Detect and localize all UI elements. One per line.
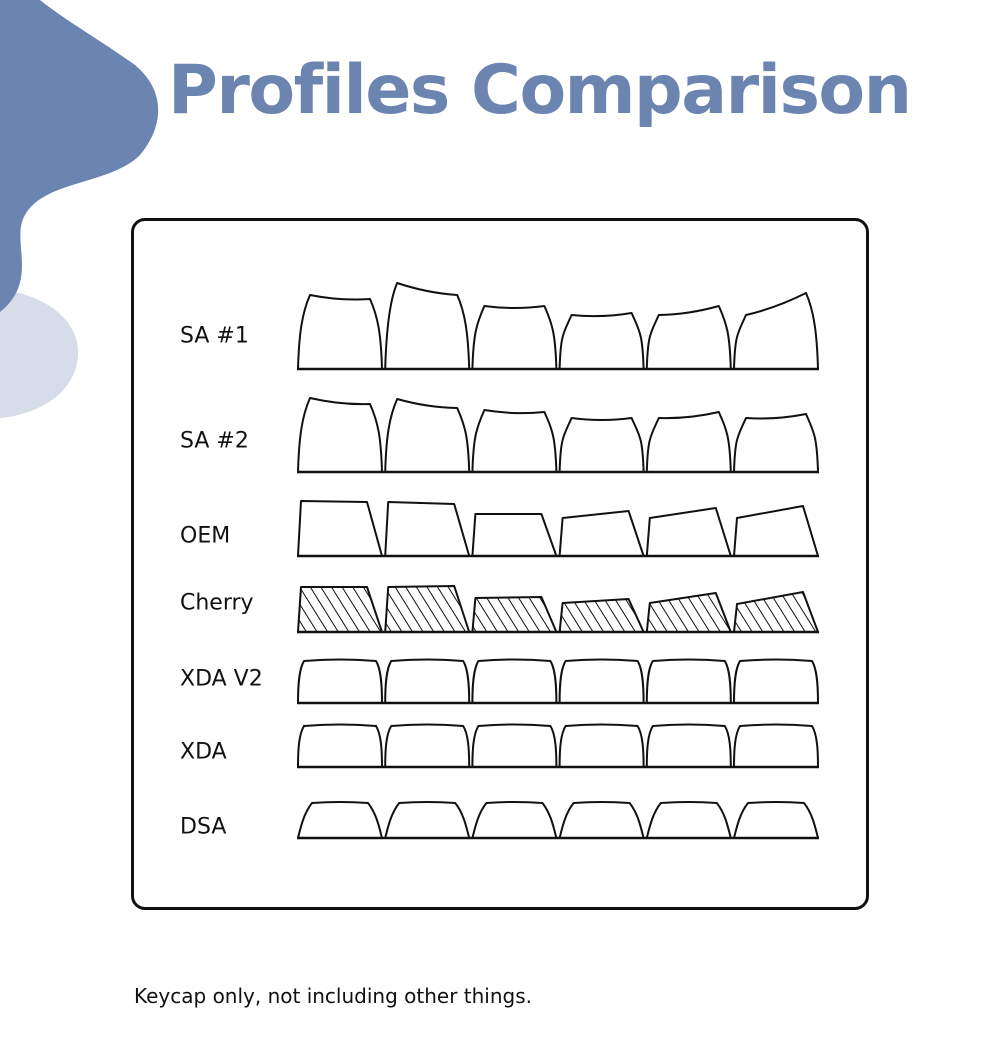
profile-row [297, 500, 819, 558]
keycap-shape [471, 513, 558, 557]
dark-blob [0, 0, 159, 312]
keycap-shape [297, 723, 383, 768]
keycap-shape [558, 312, 645, 370]
page-title: Profiles Comparison [168, 51, 912, 130]
keycap-shape [297, 586, 383, 633]
keycap-shape [733, 505, 819, 557]
profile-row [297, 585, 819, 634]
keycap-shape [471, 596, 558, 633]
keycap-shape [297, 397, 383, 473]
keycap-shape [558, 723, 645, 768]
keycap-shape [384, 723, 471, 768]
keycap-shape [558, 417, 645, 473]
keycap-shape [384, 501, 471, 557]
profile-row [297, 801, 819, 840]
keycap-shape [645, 658, 732, 704]
keycap-shape [558, 598, 645, 633]
profile-row [297, 658, 819, 705]
keycap-shape [645, 507, 732, 557]
profile-label: DSA [180, 814, 227, 840]
keycap-shape [384, 282, 471, 370]
profile-label: OEM [180, 523, 231, 549]
keycap-shape [733, 413, 819, 473]
keycap-shape [645, 592, 732, 633]
keycap-shape [471, 723, 558, 768]
profile-row [297, 397, 819, 474]
keycap-shape [733, 292, 819, 370]
keycap-shape [384, 585, 471, 633]
profile-row [297, 282, 819, 371]
keycap-shape [558, 510, 645, 557]
keycap-shape [471, 658, 558, 704]
keys-layer [297, 282, 819, 840]
keycap-shape [384, 398, 471, 473]
profile-label: SA #2 [180, 428, 249, 454]
keycap-shape [471, 409, 558, 473]
keycap-shape [384, 801, 471, 839]
keycap-shape [558, 801, 645, 839]
keycap-shape [384, 658, 471, 704]
footnote: Keycap only, not including other things. [134, 984, 532, 1008]
keycap-shape [297, 801, 383, 839]
keycap-shape [297, 500, 383, 557]
keycap-shape [645, 723, 732, 768]
keycap-shape [471, 801, 558, 839]
keycap-shape [558, 658, 645, 704]
keycap-shape [733, 723, 819, 768]
profiles-diagram-frame: SA #1 SA #2 OEM Cherry XDA V2 XDA DSA [131, 218, 869, 910]
keycap-shape [645, 305, 732, 370]
profiles-diagram [297, 282, 819, 840]
keycap-shape [645, 411, 732, 473]
keycap-shape [297, 658, 383, 704]
profile-label: XDA V2 [180, 666, 263, 692]
keycap-shape [733, 591, 819, 633]
profile-label: SA #1 [180, 323, 249, 349]
light-blob [0, 290, 79, 418]
keycap-shape [733, 801, 819, 839]
profile-label: XDA [180, 739, 227, 765]
keycap-shape [297, 294, 383, 370]
keycap-shape [471, 305, 558, 370]
keycap-shape [645, 801, 732, 839]
keycap-shape [733, 658, 819, 704]
profile-label: Cherry [180, 590, 254, 616]
profile-row [297, 723, 819, 769]
